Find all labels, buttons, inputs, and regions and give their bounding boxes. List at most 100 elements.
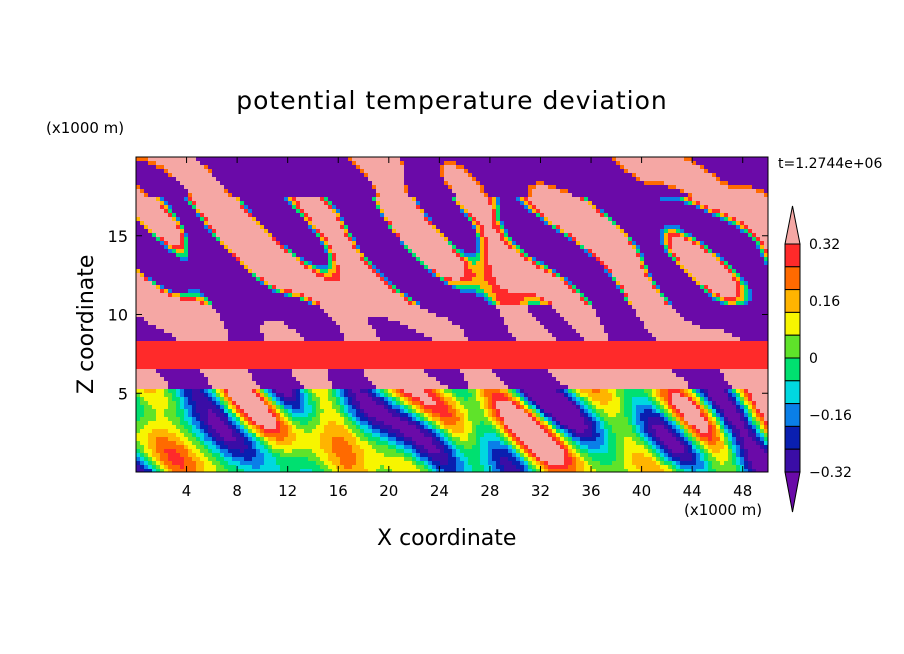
field-cell: [472, 217, 477, 222]
field-cell: [432, 209, 437, 214]
field-cell: [288, 185, 293, 190]
field-cell: [212, 237, 217, 242]
field-cell: [316, 281, 321, 286]
field-cell: [468, 225, 473, 230]
field-cell: [500, 217, 505, 222]
field-cell: [340, 205, 345, 210]
field-cell: [340, 185, 345, 190]
field-cell: [560, 261, 565, 266]
field-cell: [428, 269, 433, 274]
field-cell: [356, 193, 361, 198]
field-cell: [692, 241, 697, 246]
field-cell: [636, 253, 641, 258]
field-cell: [656, 209, 661, 214]
field-cell: [600, 189, 605, 194]
field-cell: [264, 177, 269, 182]
field-cell: [616, 249, 621, 254]
field-cell: [352, 189, 357, 194]
field-cell: [188, 277, 193, 282]
field-cell: [696, 237, 701, 242]
field-cell: [364, 197, 369, 202]
field-cell: [388, 249, 393, 254]
field-cell: [660, 257, 665, 262]
field-cell: [688, 157, 693, 162]
field-cell: [604, 261, 609, 266]
field-cell: [160, 189, 165, 194]
field-cell: [152, 225, 157, 230]
field-cell: [560, 225, 565, 230]
field-cell: [388, 217, 393, 222]
field-cell: [528, 169, 533, 174]
field-cell: [660, 157, 665, 162]
field-cell: [184, 233, 189, 238]
field-cell: [524, 257, 529, 262]
field-cell: [764, 269, 768, 274]
field-cell: [764, 213, 768, 218]
field-cell: [636, 257, 641, 262]
field-cell: [600, 249, 605, 254]
field-cell: [688, 229, 693, 234]
field-cell: [336, 193, 341, 198]
field-cell: [740, 233, 745, 238]
field-cell: [676, 269, 681, 274]
field-cell: [512, 261, 517, 266]
field-cell: [556, 241, 561, 246]
field-cell: [416, 213, 421, 218]
field-cell: [644, 237, 649, 242]
field-cell: [496, 221, 501, 226]
field-cell: [288, 261, 293, 266]
field-cell: [284, 241, 289, 246]
field-cell: [364, 237, 369, 242]
field-cell: [588, 265, 593, 270]
field-cell: [696, 265, 701, 270]
field-cell: [456, 245, 461, 250]
field-cell: [484, 245, 489, 250]
field-cell: [724, 265, 729, 270]
field-cell: [716, 245, 721, 250]
field-cell: [232, 173, 237, 178]
field-cell: [500, 161, 505, 166]
field-cell: [256, 273, 261, 278]
field-cell: [656, 269, 661, 274]
field-cell: [672, 165, 677, 170]
field-cell: [356, 229, 361, 234]
field-cell: [136, 249, 141, 254]
field-cell: [244, 169, 249, 174]
field-cell: [652, 161, 657, 166]
field-cell: [604, 161, 609, 166]
field-cell: [632, 197, 637, 202]
field-cell: [408, 277, 413, 282]
field-cell: [296, 257, 301, 262]
field-cell: [340, 253, 345, 258]
field-cell: [192, 269, 197, 274]
field-cell: [148, 241, 153, 246]
field-cell: [588, 209, 593, 214]
field-cell: [216, 193, 221, 198]
field-cell: [448, 197, 453, 202]
field-cell: [376, 273, 381, 278]
field-cell: [232, 193, 237, 198]
field-cell: [372, 185, 377, 190]
field-cell: [448, 205, 453, 210]
field-cell: [496, 241, 501, 246]
field-cell: [352, 221, 357, 226]
field-cell: [676, 209, 681, 214]
field-cell: [716, 205, 721, 210]
field-cell: [388, 237, 393, 242]
field-cell: [520, 157, 525, 162]
field-cell: [632, 245, 637, 250]
field-cell: [176, 173, 181, 178]
field-cell: [372, 273, 377, 278]
field-cell: [328, 205, 333, 210]
field-cell: [720, 173, 725, 178]
field-cell: [564, 269, 569, 274]
field-cell: [264, 257, 269, 262]
field-cell: [740, 269, 745, 274]
field-cell: [500, 209, 505, 214]
field-cell: [692, 201, 697, 206]
field-cell: [200, 173, 205, 178]
field-cell: [560, 177, 565, 182]
field-cell: [300, 229, 305, 234]
field-cell: [328, 269, 333, 274]
field-cell: [512, 177, 517, 182]
